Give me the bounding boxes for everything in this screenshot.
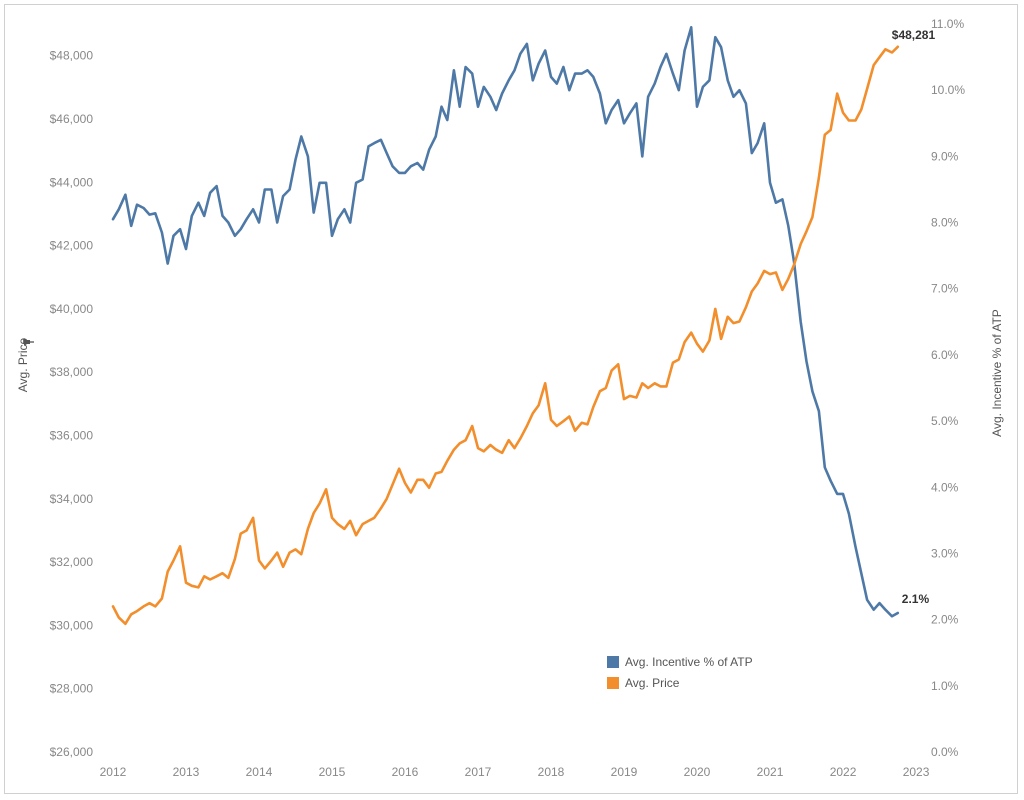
end-labels: 2.1% $48,281 [892, 28, 936, 606]
y-right-tick-label: 3.0% [931, 546, 959, 560]
series-layer [111, 26, 900, 626]
y-left-tick-labels: $48,000 $46,000 $44,000 $42,000 $40,000 $38,0… [50, 49, 94, 759]
x-tick-label: 2015 [319, 765, 346, 779]
legend-swatch-incentive [607, 656, 619, 668]
x-tick-label: 2018 [538, 765, 565, 779]
y-right-tick-label: 11.0% [931, 17, 964, 31]
y-right-tick-label: 9.0% [931, 149, 959, 163]
end-label-incentive: 2.1% [902, 592, 930, 606]
y-right-tick-label: 0.0% [931, 745, 959, 759]
x-tick-label: 2014 [246, 765, 273, 779]
y-left-tick-label: $36,000 [50, 428, 94, 442]
y-left-tick-label: $44,000 [50, 175, 94, 189]
end-label-price: $48,281 [892, 28, 936, 42]
y-right-tick-label: 7.0% [931, 282, 959, 296]
series-line-price [111, 45, 900, 626]
y-left-tick-label: $28,000 [50, 682, 94, 696]
y-left-tick-label: $48,000 [50, 49, 94, 63]
legend-item-price: Avg. Price [607, 676, 680, 690]
y-right-axis-title: Avg. Incentive % of ATP [990, 309, 1004, 437]
y-left-tick-label: $26,000 [50, 745, 94, 759]
y-left-tick-label: $46,000 [50, 112, 94, 126]
x-tick-label: 2020 [684, 765, 711, 779]
y-right-tick-label: 1.0% [931, 679, 959, 693]
y-right-tick-label: 5.0% [931, 414, 959, 428]
legend-swatch-price [607, 677, 619, 689]
y-left-tick-label: $30,000 [50, 618, 94, 632]
y-right-tick-labels: 11.0% 10.0% 9.0% 8.0% 7.0% 6.0% 5.0% 4.0% 3.0% 2.… [931, 17, 965, 759]
y-left-axis-title: Avg. Price [16, 337, 30, 392]
y-left-tick-label: $40,000 [50, 302, 94, 316]
y-right-tick-label: 8.0% [931, 216, 959, 230]
y-right-tick-label: 4.0% [931, 480, 959, 494]
x-tick-labels: 2012 2013 2014 2015 2016 2017 2018 2019 2020 2021… [100, 765, 930, 779]
legend: Avg. Incentive % of ATP Avg. Price [607, 655, 753, 690]
y-left-tick-label: $38,000 [50, 365, 94, 379]
x-tick-label: 2013 [173, 765, 200, 779]
y-left-tick-label: $32,000 [50, 555, 94, 569]
y-left-tick-label: $42,000 [50, 239, 94, 253]
x-tick-label: 2012 [100, 765, 127, 779]
x-tick-label: 2023 [903, 765, 930, 779]
x-tick-label: 2022 [830, 765, 857, 779]
y-right-tick-label: 2.0% [931, 613, 959, 627]
y-right-tick-label: 10.0% [931, 83, 965, 97]
y-left-tick-label: $34,000 [50, 492, 94, 506]
chart-frame: $48,000 $46,000 $44,000 $42,000 $40,000 $38,0… [4, 4, 1018, 794]
pin-icon [24, 338, 34, 346]
y-right-tick-label: 6.0% [931, 348, 959, 362]
dual-axis-line-chart: $48,000 $46,000 $44,000 $42,000 $40,000 $38,0… [16, 17, 1004, 779]
x-tick-label: 2016 [392, 765, 419, 779]
legend-item-incentive: Avg. Incentive % of ATP [607, 655, 753, 669]
series-line-incentive [111, 26, 900, 618]
x-tick-label: 2017 [465, 765, 492, 779]
x-tick-label: 2021 [757, 765, 784, 779]
legend-label-incentive: Avg. Incentive % of ATP [625, 655, 753, 669]
x-tick-label: 2019 [611, 765, 638, 779]
legend-label-price: Avg. Price [625, 676, 680, 690]
